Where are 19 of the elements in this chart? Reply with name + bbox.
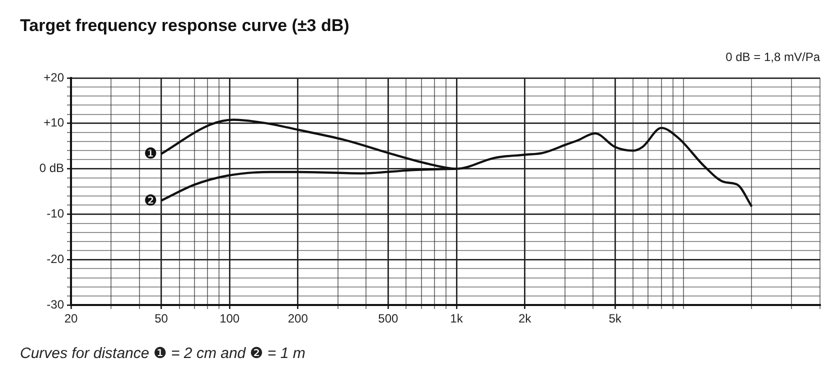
text: Curves for distance ❶ = 2 cm and ❷ = 1 m — [20, 344, 306, 362]
x-tick-label: 50 — [154, 312, 168, 326]
chart-title: Target frequency response curve (±3 dB) — [20, 16, 350, 36]
x-tick-label: 5k — [608, 312, 622, 326]
y-tick-label: -30 — [46, 297, 64, 312]
y-tick-label: -10 — [46, 206, 64, 221]
x-tick-label: 2k — [518, 312, 532, 326]
x-tick-label: 20 — [64, 312, 78, 326]
y-tick-label: 0 dB — [39, 161, 64, 176]
y-tick-label: -20 — [46, 252, 64, 266]
y-tick-label: +10 — [44, 116, 64, 130]
x-tick-label: 500 — [378, 312, 399, 326]
series-label: ❶ — [144, 144, 158, 163]
x-tick-label: 200 — [288, 312, 308, 326]
series-label: ❷ — [144, 191, 158, 210]
text: 0 dB = 1,8 mV/Pa — [726, 50, 820, 64]
x-tick-label: 1k — [450, 312, 464, 326]
y-tick-label: +20 — [44, 70, 64, 84]
x-tick-label: 100 — [220, 312, 240, 326]
